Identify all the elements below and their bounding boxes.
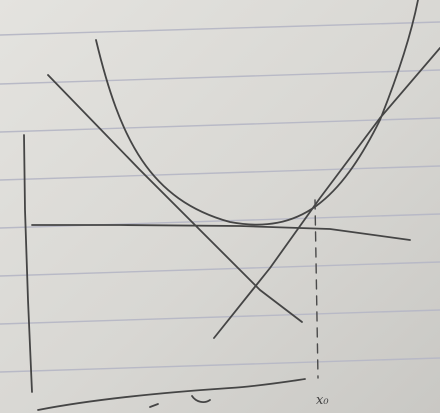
rule-line [0,117,440,133]
descending-line [47,74,303,323]
ascending-line [213,47,440,339]
horizontal-axis [31,224,411,241]
bottom-scribble [37,378,306,411]
rule-line [0,165,440,181]
rule-line [0,357,440,373]
rule-line [0,309,440,325]
u-shaped-curve [95,0,419,226]
rule-line [0,21,440,36]
small-hook-mark [149,395,211,408]
rule-line [0,69,440,85]
x-marker-label: x₀ [316,393,329,408]
vertical-axis [23,134,33,393]
rule-line [0,261,440,277]
dashed-guide-line [314,199,319,379]
